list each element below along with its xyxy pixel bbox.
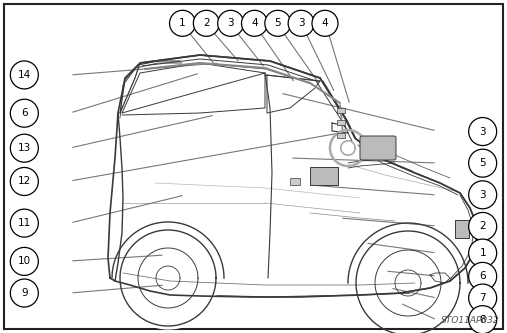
Text: 4: 4 xyxy=(251,18,258,28)
Circle shape xyxy=(10,134,39,162)
Text: 3: 3 xyxy=(227,18,234,28)
Circle shape xyxy=(468,239,497,267)
Circle shape xyxy=(10,61,39,89)
Text: STO11AP032: STO11AP032 xyxy=(442,316,500,325)
Bar xyxy=(337,133,345,138)
Bar xyxy=(290,178,300,185)
Circle shape xyxy=(10,209,39,237)
Text: 2: 2 xyxy=(203,18,210,28)
Circle shape xyxy=(468,262,497,290)
Bar xyxy=(337,108,345,113)
Text: 6: 6 xyxy=(21,108,28,118)
Text: 1: 1 xyxy=(479,248,486,258)
Circle shape xyxy=(241,10,268,36)
FancyBboxPatch shape xyxy=(360,136,396,160)
Circle shape xyxy=(10,167,39,195)
Text: 7: 7 xyxy=(479,293,486,303)
Circle shape xyxy=(10,99,39,127)
Text: 4: 4 xyxy=(321,18,329,28)
Bar xyxy=(310,167,338,185)
Circle shape xyxy=(468,306,497,333)
Circle shape xyxy=(468,212,497,240)
Text: 11: 11 xyxy=(18,218,31,228)
Text: 3: 3 xyxy=(298,18,305,28)
Circle shape xyxy=(193,10,220,36)
Circle shape xyxy=(265,10,291,36)
Bar xyxy=(337,120,345,125)
Circle shape xyxy=(468,181,497,209)
Circle shape xyxy=(468,284,497,312)
Text: 6: 6 xyxy=(479,271,486,281)
Text: 2: 2 xyxy=(479,221,486,231)
Bar xyxy=(455,220,469,238)
Text: 14: 14 xyxy=(18,70,31,80)
Circle shape xyxy=(312,10,338,36)
Text: 5: 5 xyxy=(479,158,486,168)
Text: 12: 12 xyxy=(18,176,31,186)
Circle shape xyxy=(169,10,196,36)
Circle shape xyxy=(468,118,497,146)
Circle shape xyxy=(10,279,39,307)
Text: 1: 1 xyxy=(179,18,186,28)
Text: 3: 3 xyxy=(479,190,486,200)
Circle shape xyxy=(468,149,497,177)
Text: 9: 9 xyxy=(21,288,28,298)
Circle shape xyxy=(218,10,244,36)
Text: 10: 10 xyxy=(18,256,31,266)
Text: 5: 5 xyxy=(274,18,281,28)
Circle shape xyxy=(10,247,39,275)
Text: 8: 8 xyxy=(479,315,486,325)
Text: 13: 13 xyxy=(18,143,31,153)
Text: 3: 3 xyxy=(479,127,486,137)
Circle shape xyxy=(288,10,314,36)
